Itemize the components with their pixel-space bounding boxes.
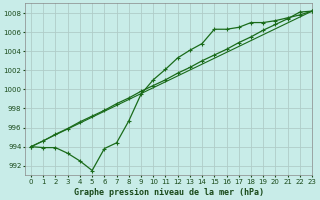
X-axis label: Graphe pression niveau de la mer (hPa): Graphe pression niveau de la mer (hPa)	[74, 188, 263, 197]
